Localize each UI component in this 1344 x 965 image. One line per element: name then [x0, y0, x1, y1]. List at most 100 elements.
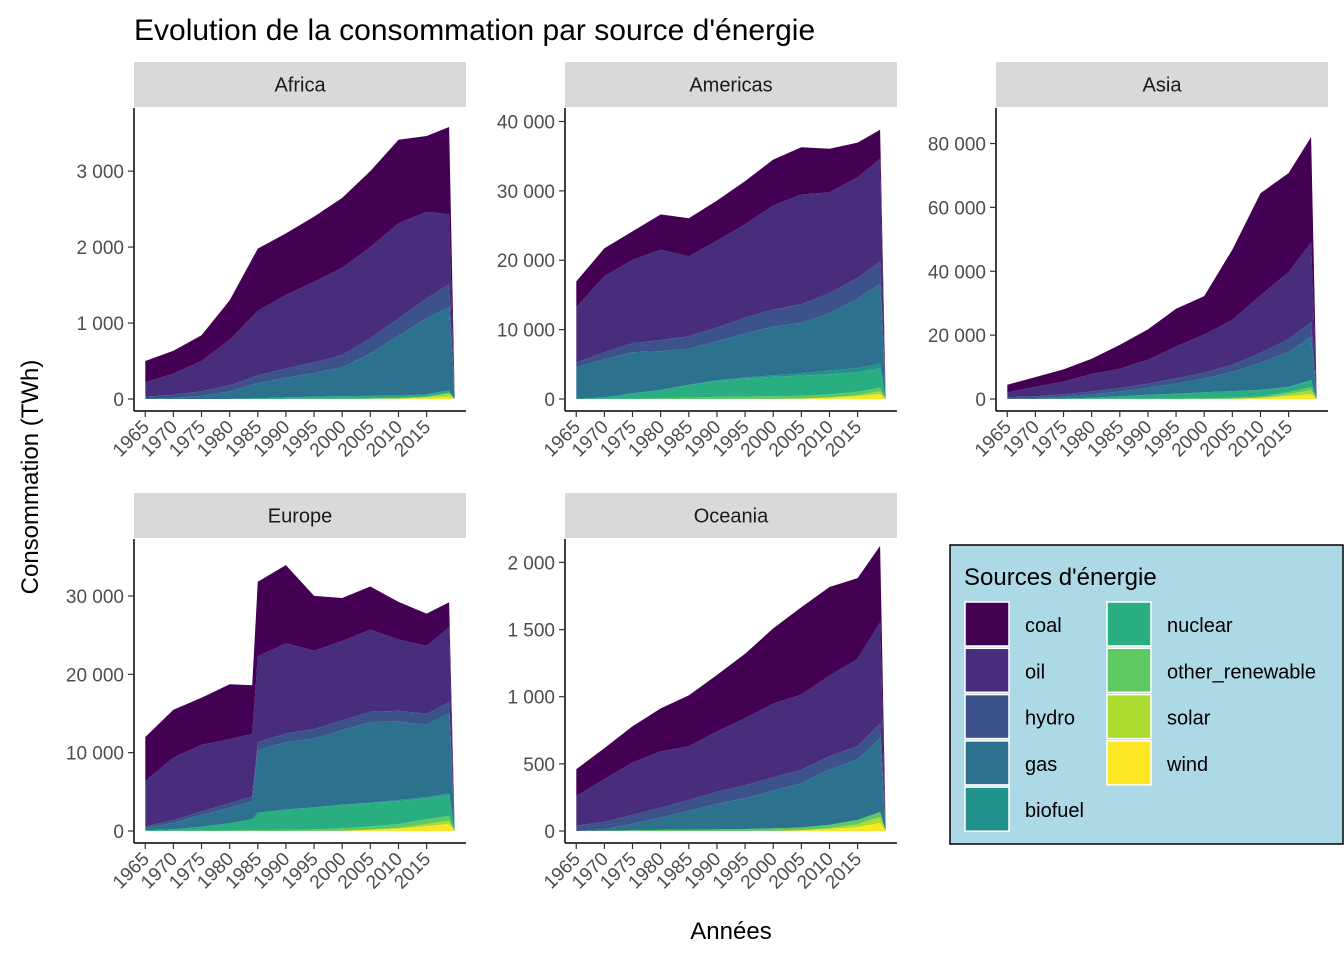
legend: Sources d'énergie coal oil hydro gas biofuel…: [949, 544, 1344, 845]
strip-asia: [996, 62, 1328, 107]
y-tick-label-americas: 20 000: [497, 251, 555, 272]
legend-item-hydro: hydro: [964, 693, 1075, 740]
legend-label-oil: oil: [1025, 661, 1045, 683]
area-americas-nuclear: [576, 368, 886, 399]
area-asia-wind: [1007, 394, 1317, 399]
legend-label-nuclear: nuclear: [1167, 615, 1233, 637]
y-tick-label-europe: 0: [113, 822, 124, 843]
y-tick-label-americas: 40 000: [497, 112, 555, 133]
y-tick-label-oceania: 1 500: [507, 621, 555, 642]
area-europe-coal: [145, 565, 455, 831]
area-asia-gas: [1007, 336, 1317, 399]
y-tick-label-europe: 30 000: [66, 587, 124, 608]
area-americas-gas: [576, 283, 886, 399]
strip-americas: [565, 62, 897, 107]
legend-key-oil: [964, 647, 1010, 694]
legend-label-biofuel: biofuel: [1025, 800, 1084, 822]
chart-title: Evolution de la consommation par source …: [134, 14, 815, 47]
legend-item-wind: wind: [1106, 740, 1208, 786]
area-asia-hydro: [1007, 322, 1317, 399]
legend-title: Sources d'énergie: [964, 564, 1157, 591]
strip-africa: [134, 62, 466, 107]
y-tick-label-asia: 40 000: [928, 262, 986, 283]
area-europe-wind: [145, 824, 455, 831]
area-oceania-coal: [576, 545, 886, 831]
area-oceania-oil: [576, 622, 886, 831]
legend-key-hydro: [964, 693, 1010, 740]
legend-label-wind: wind: [1166, 754, 1208, 776]
y-tick-label-africa: 2 000: [76, 238, 124, 259]
y-tick-label-europe: 20 000: [66, 665, 124, 686]
legend-item-gas: gas: [964, 740, 1057, 786]
area-americas-coal: [576, 129, 886, 400]
y-tick-label-oceania: 1 000: [507, 688, 555, 709]
y-tick-label-europe: 10 000: [66, 744, 124, 765]
area-africa-wind: [145, 396, 455, 399]
strip-label-americas: Americas: [689, 75, 772, 97]
areas-americas: [576, 129, 886, 400]
area-europe-oil: [145, 627, 455, 831]
legend-key-wind: [1106, 740, 1152, 786]
areas-africa: [145, 127, 455, 399]
area-europe-gas: [145, 713, 455, 831]
area-europe-nuclear: [145, 794, 455, 831]
area-americas-other-renewable: [576, 387, 886, 399]
area-africa-nuclear: [145, 390, 455, 399]
area-oceania-wind: [576, 822, 886, 831]
y-tick-label-africa: 0: [113, 390, 124, 411]
area-europe-hydro: [145, 702, 455, 831]
area-americas-hydro: [576, 261, 886, 399]
area-europe-other-renewable: [145, 815, 455, 831]
area-africa-oil: [145, 211, 455, 399]
y-tick-label-africa: 3 000: [76, 162, 124, 183]
areas-asia: [1007, 137, 1317, 399]
area-americas-oil: [576, 158, 886, 399]
area-oceania-gas: [576, 737, 886, 831]
y-tick-label-asia: 60 000: [928, 198, 986, 219]
legend-label-hydro: hydro: [1025, 708, 1075, 730]
legend-item-other-renewable: other_renewable: [1106, 647, 1316, 694]
area-asia-nuclear: [1007, 380, 1317, 399]
x-axis-title: Années: [690, 918, 771, 945]
legend-item-solar: solar: [1106, 693, 1211, 740]
legend-item-nuclear: nuclear: [1106, 601, 1233, 647]
legend-label-gas: gas: [1025, 754, 1057, 776]
y-tick-label-americas: 10 000: [497, 321, 555, 342]
areas-oceania: [576, 545, 886, 831]
strip-label-oceania: Oceania: [694, 506, 769, 528]
areas-europe: [145, 565, 455, 831]
legend-label-solar: solar: [1167, 708, 1211, 730]
legend-label-other-renewable: other_renewable: [1167, 661, 1316, 683]
y-tick-label-oceania: 0: [544, 822, 555, 843]
y-tick-label-africa: 1 000: [76, 314, 124, 335]
legend-key-coal: [964, 601, 1010, 647]
area-americas-wind: [576, 394, 886, 399]
area-asia-oil: [1007, 242, 1317, 399]
area-africa-gas: [145, 307, 455, 399]
y-tick-label-asia: 0: [975, 390, 986, 411]
legend-item-oil: oil: [964, 647, 1045, 694]
y-tick-label-oceania: 500: [523, 755, 555, 776]
legend-key-solar: [1106, 693, 1152, 740]
strip-label-europe: Europe: [268, 506, 333, 528]
y-axis-title: Consommation (TWh): [17, 360, 44, 595]
legend-item-biofuel: biofuel: [964, 786, 1084, 832]
strip-oceania: [565, 493, 897, 538]
y-tick-label-americas: 30 000: [497, 182, 555, 203]
strip-label-asia: Asia: [1143, 75, 1183, 97]
legend-key-biofuel: [964, 786, 1010, 832]
y-tick-label-asia: 20 000: [928, 326, 986, 347]
legend-key-nuclear: [1106, 601, 1152, 647]
legend-key-gas: [964, 740, 1010, 786]
legend-key-other-renewable: [1106, 647, 1152, 694]
y-tick-label-oceania: 2 000: [507, 553, 555, 574]
legend-label-coal: coal: [1025, 615, 1062, 637]
strip-label-africa: Africa: [274, 75, 326, 97]
area-asia-coal: [1007, 137, 1317, 399]
